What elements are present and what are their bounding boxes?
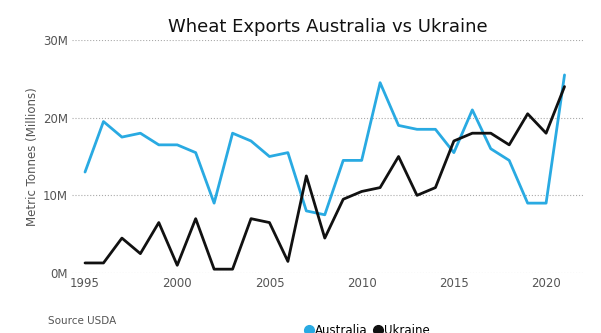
Text: Source USDA: Source USDA [48, 316, 117, 326]
Title: Wheat Exports Australia vs Ukraine: Wheat Exports Australia vs Ukraine [168, 18, 487, 36]
Y-axis label: Metric Tonnes (Millions): Metric Tonnes (Millions) [26, 87, 39, 226]
Legend: Australia, Ukraine: Australia, Ukraine [303, 319, 434, 333]
